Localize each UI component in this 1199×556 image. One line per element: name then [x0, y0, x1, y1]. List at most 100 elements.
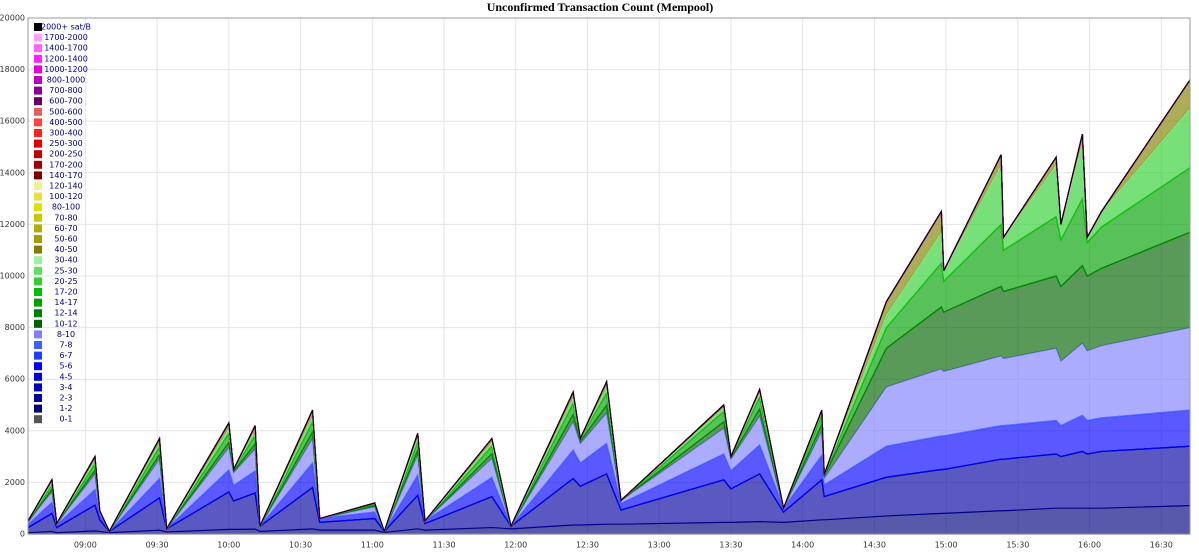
area-fill	[28, 446, 1190, 533]
y-tick-label: 12000	[0, 220, 25, 229]
y-tick-label: 20000	[0, 14, 25, 23]
legend-label: 50-60	[54, 235, 77, 244]
legend-label: 10-12	[54, 319, 77, 328]
legend-swatch	[34, 118, 42, 127]
legend-swatch	[34, 330, 42, 339]
legend-label: 1200-1400	[44, 54, 88, 63]
legend-swatch	[34, 44, 42, 53]
legend-swatch	[34, 256, 42, 265]
legend-label: 14-17	[54, 298, 77, 307]
legend-label: 70-80	[54, 213, 77, 222]
y-tick-label: 14000	[0, 168, 25, 177]
legend-label: 120-140	[49, 182, 82, 191]
legend-label: 25-30	[54, 266, 77, 275]
areas	[27, 79, 1191, 535]
area-fill	[28, 505, 1190, 534]
legend-swatch	[34, 107, 42, 116]
legend-label: 60-70	[54, 224, 77, 233]
legend-swatch	[34, 277, 42, 286]
legend-label: 6-7	[59, 351, 72, 360]
legend-swatch	[34, 65, 42, 74]
y-tick-label: 18000	[0, 65, 25, 74]
legend-swatch	[34, 129, 42, 137]
legend-label: 4-5	[59, 372, 72, 381]
legend-swatch	[34, 182, 42, 190]
legend-label: 1700-2000	[44, 33, 88, 42]
legend-label: 140-170	[49, 171, 82, 180]
legend-label: 1000-1200	[44, 65, 88, 74]
legend-label: 8-10	[57, 330, 75, 339]
legend-swatch	[34, 23, 42, 31]
legend-label: 0-1	[59, 415, 72, 424]
legend-swatch	[34, 266, 42, 275]
x-tick-label: 12:30	[576, 541, 599, 550]
legend-label: 400-500	[49, 118, 82, 127]
legend-swatch	[34, 288, 42, 296]
x-tick-label: 16:30	[1150, 541, 1173, 550]
legend-swatch	[34, 54, 42, 63]
legend-label: 1400-1700	[44, 44, 88, 53]
legend-label: 170-200	[49, 160, 82, 169]
legend-label: 300-400	[49, 129, 82, 138]
legend-label: 40-50	[54, 245, 77, 254]
y-tick-label: 2000	[5, 478, 25, 487]
x-tick-label: 11:00	[361, 541, 384, 550]
legend-label: 100-120	[49, 192, 82, 201]
x-tick-label: 13:00	[648, 541, 671, 550]
x-tick-label: 13:30	[719, 541, 742, 550]
legend-swatch	[34, 245, 42, 254]
legend-swatch	[34, 319, 42, 328]
legend-swatch	[34, 394, 42, 402]
legend-swatch	[34, 351, 42, 360]
legend-label: 200-250	[49, 150, 82, 159]
y-tick-label: 8000	[5, 323, 25, 332]
legend-swatch	[34, 383, 42, 392]
x-tick-label: 15:30	[1006, 541, 1029, 550]
legend-label: 3-4	[59, 383, 72, 392]
legend-swatch	[34, 192, 42, 201]
chart-title: Unconfirmed Transaction Count (Mempool)	[487, 0, 714, 14]
legend-swatch	[34, 362, 42, 371]
x-tick-label: 12:00	[504, 541, 527, 550]
legend-label: 800-1000	[47, 76, 86, 85]
legend-label: 5-6	[59, 362, 72, 371]
legend-swatch	[34, 160, 42, 169]
y-tick-label: 0	[20, 530, 25, 539]
legend-swatch	[34, 76, 42, 84]
legend-label: 250-300	[49, 139, 82, 148]
legend-label: 500-600	[49, 107, 82, 116]
legend-swatch	[34, 213, 42, 222]
legend-label: 2-3	[59, 394, 72, 403]
legend-label: 600-700	[49, 97, 82, 106]
axes: 0 2000 4000 6000 8000 10000 12000 14000 16000 180…	[0, 14, 1173, 550]
legend-label: 20-25	[54, 277, 77, 286]
y-tick-label: 10000	[0, 272, 25, 281]
x-tick-label: 15:00	[935, 541, 958, 550]
legend-label: 17-20	[54, 288, 77, 297]
legend-swatch	[34, 404, 42, 413]
x-tick-label: 10:30	[289, 541, 312, 550]
legend-swatch	[34, 203, 42, 212]
legend-label: 80-100	[52, 203, 80, 212]
legend-swatch	[34, 224, 42, 233]
legend-swatch	[34, 86, 42, 95]
legend-label: 2000+ sat/B	[41, 23, 91, 32]
legend-label: 7-8	[59, 341, 72, 350]
legend-swatch	[34, 298, 42, 307]
legend-swatch	[34, 235, 42, 243]
legend-swatch	[34, 171, 42, 180]
legend-swatch	[34, 309, 42, 318]
legend-label: 12-14	[54, 309, 77, 318]
legend-swatch	[34, 415, 42, 424]
legend-label: 1-2	[59, 404, 72, 413]
x-tick-label: 09:00	[74, 541, 97, 550]
legend-swatch	[34, 150, 42, 159]
legend-swatch	[34, 33, 42, 42]
x-tick-label: 10:00	[217, 541, 240, 550]
area-fill	[28, 410, 1190, 532]
area-line	[27, 79, 1191, 534]
legend-swatch	[34, 139, 42, 148]
legend-swatch	[34, 372, 42, 381]
